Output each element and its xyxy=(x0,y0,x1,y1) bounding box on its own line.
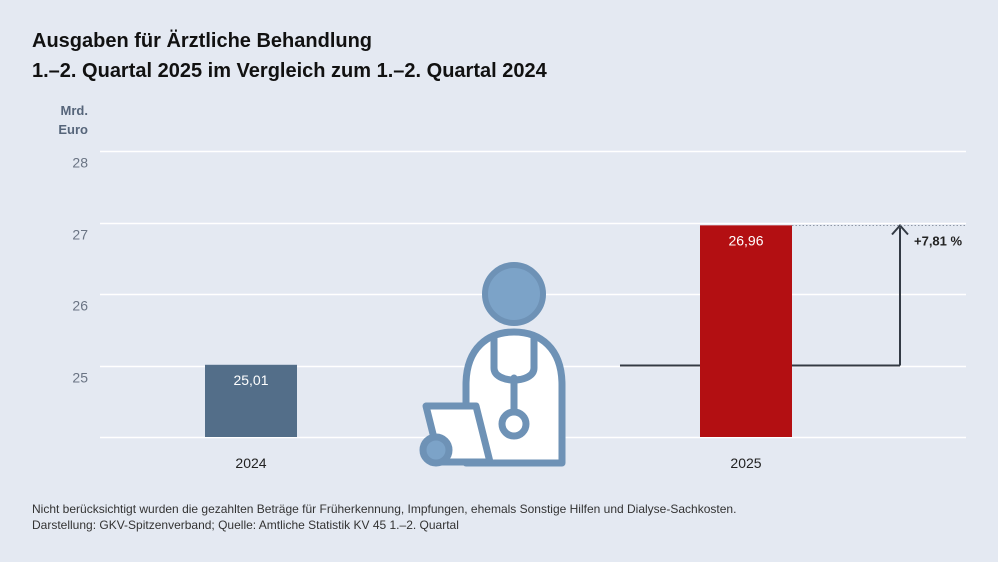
doctor-icon xyxy=(419,262,566,467)
footnote-line-2: Darstellung: GKV-Spitzenverband; Quelle:… xyxy=(32,518,459,532)
y-tick-label: 26 xyxy=(72,298,88,314)
change-annotation: +7,81 % xyxy=(620,223,966,367)
y-unit-line-2: Euro xyxy=(58,122,88,137)
bars: 25,01 2024 26,96 2025 xyxy=(205,225,792,471)
change-percent-label: +7,81 % xyxy=(914,234,963,249)
y-axis-unit: Mrd. Euro xyxy=(40,101,88,139)
growth-arrow-head xyxy=(891,223,909,236)
y-unit-line-1: Mrd. xyxy=(60,103,88,118)
footnote-line-1: Nicht berücksichtigt wurden die gezahlte… xyxy=(32,502,737,516)
footnote: Nicht berücksichtigt wurden die gezahlte… xyxy=(32,501,736,533)
y-tick-label: 28 xyxy=(72,155,88,171)
chart-title: Ausgaben für Ärztliche Behandlung 1.–2. … xyxy=(32,26,547,86)
y-tick-label: 25 xyxy=(72,370,88,386)
y-tick-labels: 25 26 27 28 xyxy=(72,155,88,386)
x-tick-label: 2024 xyxy=(235,455,266,471)
bar-2024 xyxy=(205,364,297,437)
bar-2025 xyxy=(700,225,792,437)
y-tick-label: 27 xyxy=(72,227,88,243)
title-line-2: 1.–2. Quartal 2025 im Vergleich zum 1.–2… xyxy=(32,60,547,82)
x-tick-label: 2025 xyxy=(730,455,761,471)
bar-value-label: 26,96 xyxy=(728,232,763,248)
title-line-1: Ausgaben für Ärztliche Behandlung xyxy=(32,30,373,52)
bar-value-label: 25,01 xyxy=(233,372,268,388)
